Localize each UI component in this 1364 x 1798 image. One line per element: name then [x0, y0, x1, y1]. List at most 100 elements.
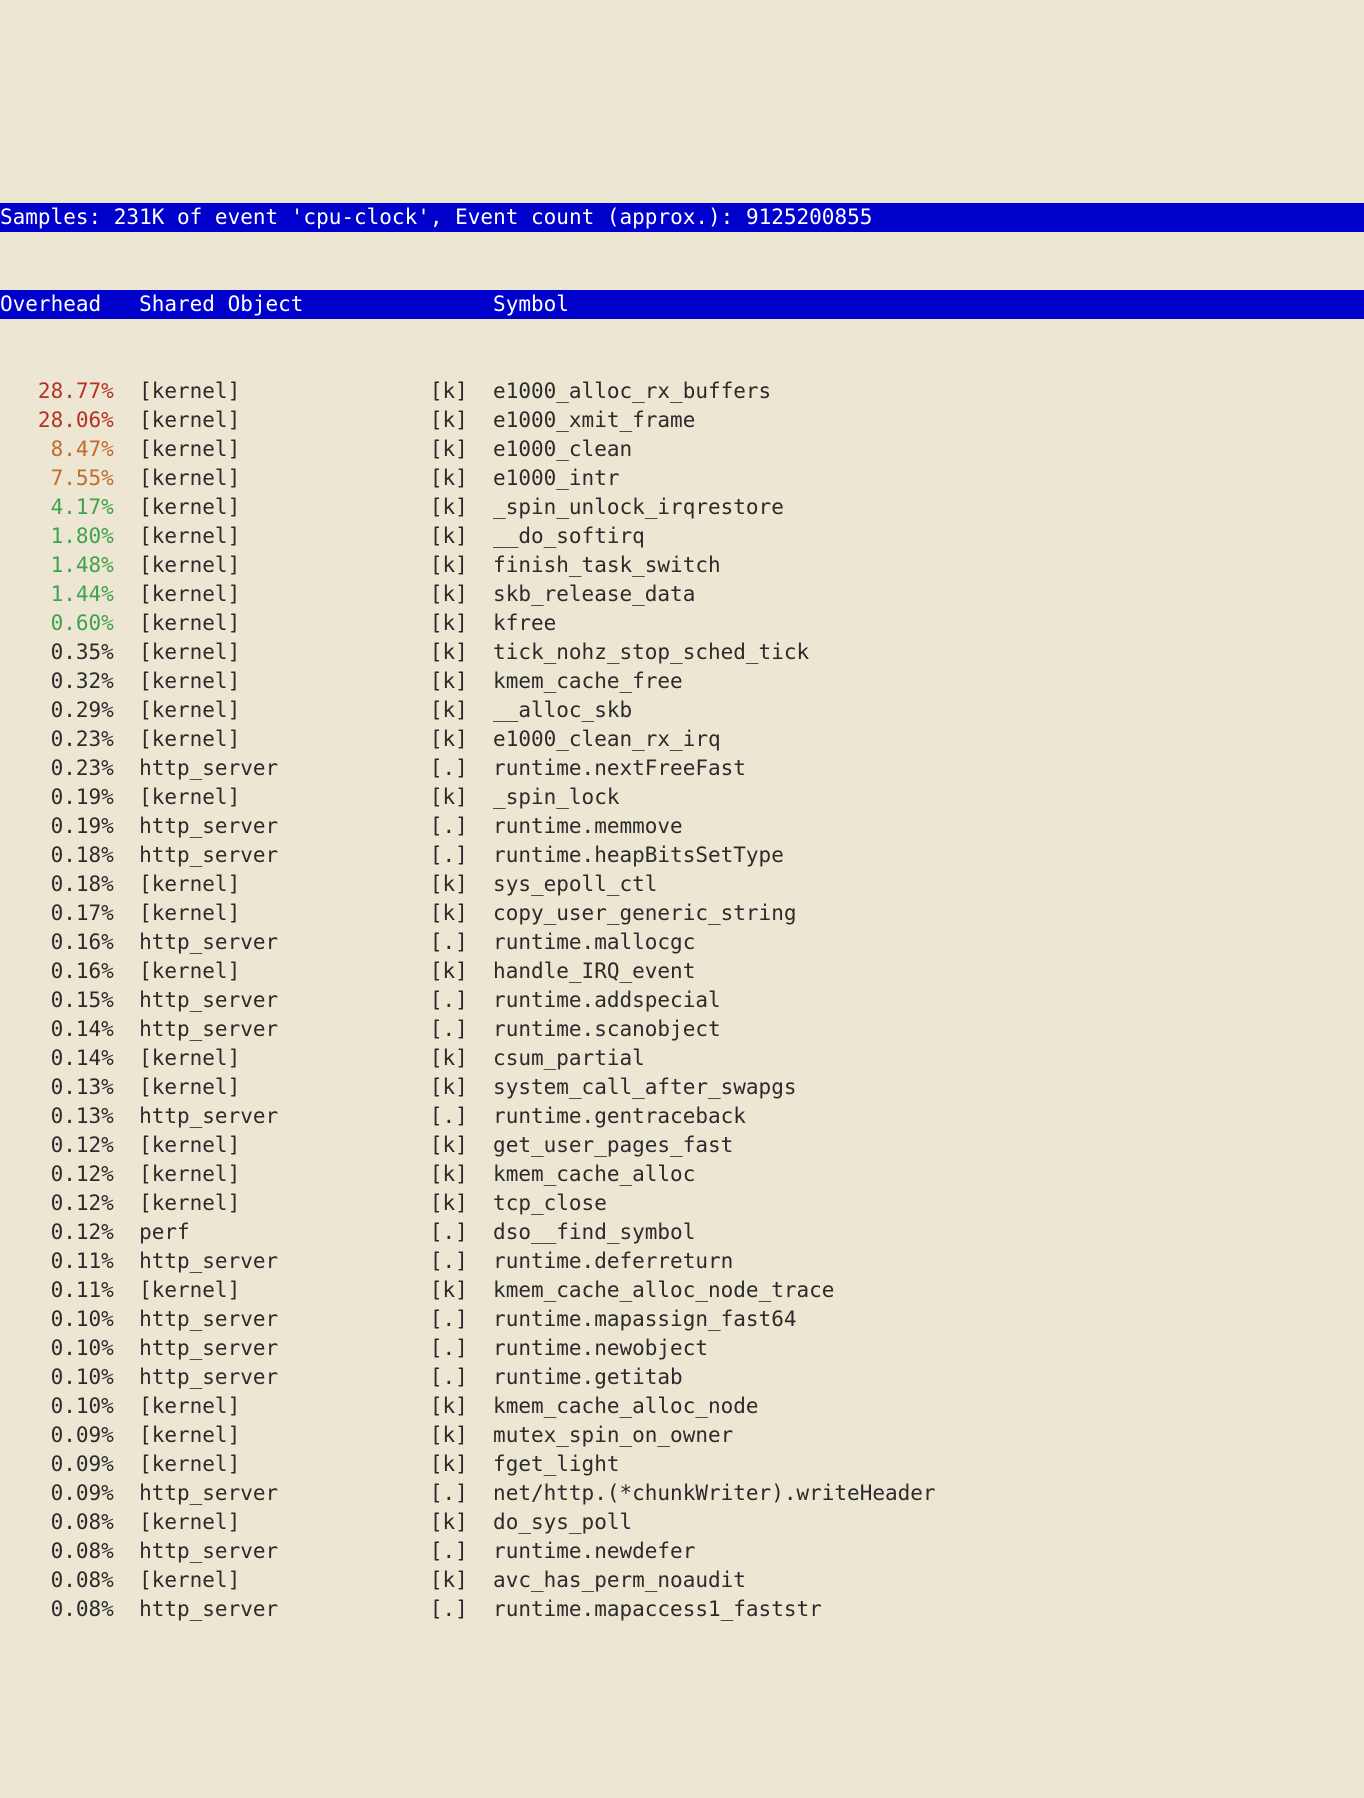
table-row[interactable]: 0.08%[kernel][k]do_sys_poll [0, 1508, 1364, 1537]
shared-object: [kernel] [114, 667, 430, 696]
overhead-value: 0.60% [0, 609, 114, 638]
shared-object: [kernel] [114, 783, 430, 812]
shared-object: [kernel] [114, 406, 430, 435]
table-row[interactable]: 0.08%http_server[.]runtime.mapaccess1_fa… [0, 1595, 1364, 1624]
table-row[interactable]: 0.12%[kernel][k]get_user_pages_fast [0, 1131, 1364, 1160]
shared-object: [kernel] [114, 696, 430, 725]
overhead-value: 0.10% [0, 1305, 114, 1334]
symbol-origin-mark: [k] [430, 1508, 468, 1537]
symbol-name: dso__find_symbol [468, 1218, 696, 1247]
table-row[interactable]: 0.13%http_server[.]runtime.gentraceback [0, 1102, 1364, 1131]
table-row[interactable]: 0.11%[kernel][k]kmem_cache_alloc_node_tr… [0, 1276, 1364, 1305]
symbol-origin-mark: [k] [430, 899, 468, 928]
table-row[interactable]: 1.44%[kernel][k]skb_release_data [0, 580, 1364, 609]
symbol-name: skb_release_data [468, 580, 696, 609]
table-row[interactable]: 0.60%[kernel][k]kfree [0, 609, 1364, 638]
table-row[interactable]: 0.16%[kernel][k]handle_IRQ_event [0, 957, 1364, 986]
symbol-origin-mark: [.] [430, 754, 468, 783]
table-row[interactable]: 0.32%[kernel][k]kmem_cache_free [0, 667, 1364, 696]
table-row[interactable]: 7.55%[kernel][k]e1000_intr [0, 464, 1364, 493]
table-row[interactable]: 0.19%[kernel][k]_spin_lock [0, 783, 1364, 812]
shared-object: [kernel] [114, 1566, 430, 1595]
table-row[interactable]: 0.29%[kernel][k]__alloc_skb [0, 696, 1364, 725]
symbol-name: kmem_cache_alloc_node [468, 1392, 759, 1421]
table-row[interactable]: 0.18%[kernel][k]sys_epoll_ctl [0, 870, 1364, 899]
symbol-name: finish_task_switch [468, 551, 721, 580]
symbol-origin-mark: [k] [430, 609, 468, 638]
table-row[interactable]: 0.16%http_server[.]runtime.mallocgc [0, 928, 1364, 957]
table-row[interactable]: 0.12%[kernel][k]tcp_close [0, 1189, 1364, 1218]
symbol-name: runtime.nextFreeFast [468, 754, 746, 783]
table-row[interactable]: 28.06%[kernel][k]e1000_xmit_frame [0, 406, 1364, 435]
table-row[interactable]: 0.10%http_server[.]runtime.getitab [0, 1363, 1364, 1392]
overhead-value: 0.12% [0, 1218, 114, 1247]
table-row[interactable]: 0.14%[kernel][k]csum_partial [0, 1044, 1364, 1073]
symbol-name: mutex_spin_on_owner [468, 1421, 734, 1450]
table-row[interactable]: 0.08%[kernel][k]avc_has_perm_noaudit [0, 1566, 1364, 1595]
table-row[interactable]: 0.11%http_server[.]runtime.deferreturn [0, 1247, 1364, 1276]
symbol-name: kfree [468, 609, 557, 638]
symbol-name: e1000_alloc_rx_buffers [468, 377, 771, 406]
symbol-name: get_user_pages_fast [468, 1131, 734, 1160]
table-row[interactable]: 0.09%http_server[.]net/http.(*chunkWrite… [0, 1479, 1364, 1508]
table-row[interactable]: 0.09%[kernel][k]fget_light [0, 1450, 1364, 1479]
table-row[interactable]: 0.09%[kernel][k]mutex_spin_on_owner [0, 1421, 1364, 1450]
shared-object: [kernel] [114, 1276, 430, 1305]
table-row[interactable]: 8.47%[kernel][k]e1000_clean [0, 435, 1364, 464]
symbol-name: csum_partial [468, 1044, 645, 1073]
table-row[interactable]: 0.08%http_server[.]runtime.newdefer [0, 1537, 1364, 1566]
overhead-value: 0.08% [0, 1537, 114, 1566]
overhead-value: 0.23% [0, 725, 114, 754]
shared-object: [kernel] [114, 725, 430, 754]
symbol-name: system_call_after_swapgs [468, 1073, 797, 1102]
symbol-name: tcp_close [468, 1189, 607, 1218]
overhead-value: 0.08% [0, 1595, 114, 1624]
shared-object: [kernel] [114, 1392, 430, 1421]
symbol-origin-mark: [.] [430, 928, 468, 957]
shared-object: http_server [114, 754, 430, 783]
table-row[interactable]: 0.10%http_server[.]runtime.newobject [0, 1334, 1364, 1363]
symbol-name: fget_light [468, 1450, 620, 1479]
table-row[interactable]: 0.14%http_server[.]runtime.scanobject [0, 1015, 1364, 1044]
table-row[interactable]: 0.10%[kernel][k]kmem_cache_alloc_node [0, 1392, 1364, 1421]
symbol-origin-mark: [k] [430, 1450, 468, 1479]
symbol-name: _spin_unlock_irqrestore [468, 493, 784, 522]
col-symbol: Symbol [468, 290, 569, 319]
table-row[interactable]: 0.23%http_server[.]runtime.nextFreeFast [0, 754, 1364, 783]
symbol-name: runtime.mapassign_fast64 [468, 1305, 797, 1334]
shared-object: [kernel] [114, 522, 430, 551]
overhead-value: 0.19% [0, 812, 114, 841]
header-columns: OverheadShared ObjectSymbol [0, 290, 1364, 319]
symbol-origin-mark: [.] [430, 1363, 468, 1392]
table-row[interactable]: 0.15%http_server[.]runtime.addspecial [0, 986, 1364, 1015]
shared-object: [kernel] [114, 551, 430, 580]
table-row[interactable]: 0.23%[kernel][k]e1000_clean_rx_irq [0, 725, 1364, 754]
table-row[interactable]: 0.17%[kernel][k]copy_user_generic_string [0, 899, 1364, 928]
overhead-value: 0.13% [0, 1102, 114, 1131]
shared-object: [kernel] [114, 870, 430, 899]
overhead-value: 0.12% [0, 1160, 114, 1189]
symbol-origin-mark: [k] [430, 522, 468, 551]
table-row[interactable]: 1.80%[kernel][k]__do_softirq [0, 522, 1364, 551]
table-row[interactable]: 0.18%http_server[.]runtime.heapBitsSetTy… [0, 841, 1364, 870]
symbol-name: runtime.memmove [468, 812, 683, 841]
table-row[interactable]: 0.10%http_server[.]runtime.mapassign_fas… [0, 1305, 1364, 1334]
table-row[interactable]: 0.13%[kernel][k]system_call_after_swapgs [0, 1073, 1364, 1102]
table-row[interactable]: 0.12%perf[.]dso__find_symbol [0, 1218, 1364, 1247]
table-row[interactable]: 1.48%[kernel][k]finish_task_switch [0, 551, 1364, 580]
symbol-origin-mark: [k] [430, 1392, 468, 1421]
symbol-origin-mark: [.] [430, 1015, 468, 1044]
shared-object: http_server [114, 1247, 430, 1276]
overhead-value: 0.09% [0, 1421, 114, 1450]
table-row[interactable]: 28.77%[kernel][k]e1000_alloc_rx_buffers [0, 377, 1364, 406]
symbol-name: runtime.mapaccess1_faststr [468, 1595, 822, 1624]
overhead-value: 28.77% [0, 377, 114, 406]
table-row[interactable]: 0.35%[kernel][k]tick_nohz_stop_sched_tic… [0, 638, 1364, 667]
table-row[interactable]: 0.19%http_server[.]runtime.memmove [0, 812, 1364, 841]
table-row[interactable]: 0.12%[kernel][k]kmem_cache_alloc [0, 1160, 1364, 1189]
table-row[interactable]: 4.17%[kernel][k]_spin_unlock_irqrestore [0, 493, 1364, 522]
overhead-value: 0.18% [0, 841, 114, 870]
shared-object: http_server [114, 1595, 430, 1624]
shared-object: http_server [114, 1015, 430, 1044]
overhead-value: 0.08% [0, 1508, 114, 1537]
